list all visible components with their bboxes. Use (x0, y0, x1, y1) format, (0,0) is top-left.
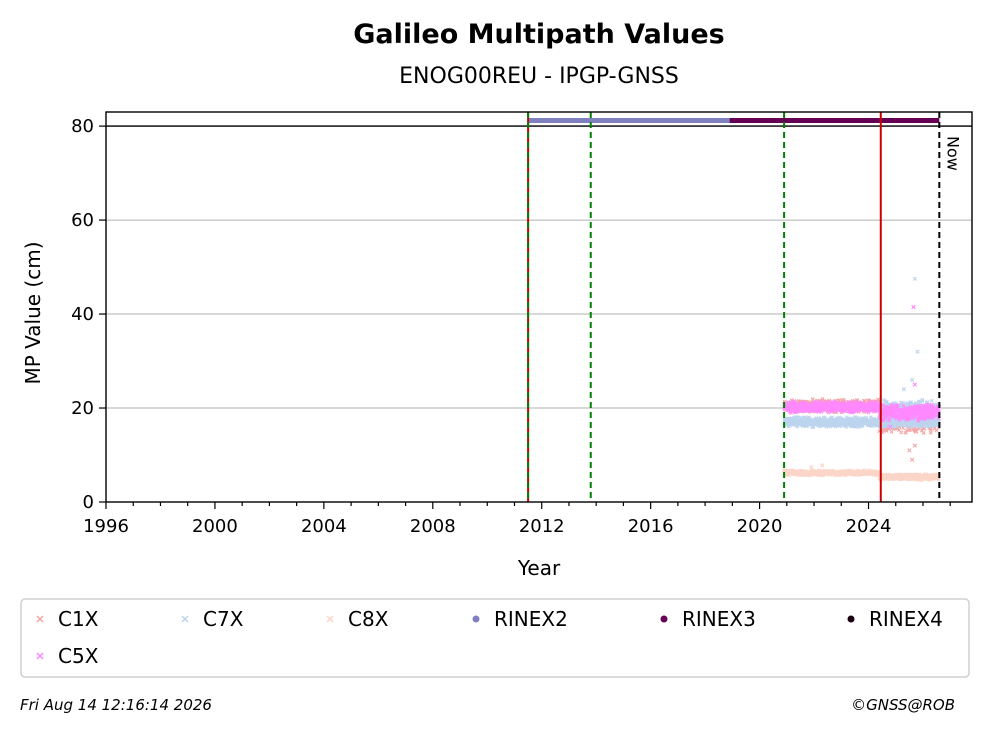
data-point (911, 416, 916, 421)
y-tick-label: 60 (71, 210, 94, 231)
data-point (795, 424, 800, 429)
data-point (895, 403, 899, 408)
x-tick-label: 2004 (301, 516, 347, 537)
data-point (912, 443, 917, 448)
legend-label: RINEX4 (869, 607, 943, 631)
chart-title: Galileo Multipath Values (353, 19, 725, 50)
y-tick-label: 80 (71, 116, 94, 137)
data-point (899, 430, 904, 435)
data-point (856, 425, 861, 430)
data-point (911, 304, 916, 310)
x-tick-label: 1996 (83, 516, 129, 537)
data-point (929, 398, 934, 403)
legend: C1X C7X C8X RINEX2 RINEX3 RINEX4 C5X (20, 598, 970, 678)
y-axis-label: MP Value (cm) (21, 241, 45, 384)
data-point (866, 410, 871, 415)
data-point (833, 408, 838, 413)
legend-marker (660, 615, 668, 623)
legend-label: RINEX2 (494, 607, 568, 631)
data-point (889, 429, 894, 434)
data-point (901, 387, 907, 392)
legend-label: C7X (203, 607, 244, 631)
y-tick-label: 20 (71, 398, 94, 419)
now-label: Now (943, 136, 962, 171)
legend-label: C1X (58, 607, 99, 631)
data-point (913, 429, 919, 434)
x-tick-label: 2008 (410, 516, 456, 537)
data-point (909, 377, 915, 383)
data-point (909, 457, 915, 462)
data-point (809, 465, 814, 470)
data-point (904, 411, 909, 416)
data-point (860, 423, 865, 428)
data-point (888, 424, 893, 430)
legend-box (20, 598, 970, 678)
data-point (901, 403, 906, 408)
data-point (920, 399, 925, 404)
x-tick-label: 2024 (846, 516, 892, 537)
footer-credit: ©GNSS@ROB (851, 696, 955, 714)
y-tick-label: 40 (71, 304, 94, 325)
data-point (895, 403, 900, 408)
data-point (884, 399, 889, 404)
data-point (915, 349, 920, 354)
data-point (820, 463, 825, 468)
legend-marker (326, 615, 334, 623)
data-point (912, 276, 917, 281)
data-point (930, 402, 935, 407)
data-point (925, 402, 930, 407)
data-point (913, 414, 918, 419)
plot-area: Now 1996 2000 2004 2008 2012 2016 2020 2024 0 20 40… (71, 111, 973, 537)
x-tick-label: 2000 (192, 516, 238, 537)
chart-subtitle: ENOG00REU - IPGP-GNSS (399, 64, 679, 89)
data-point (928, 430, 933, 435)
data-point (912, 382, 917, 387)
x-tick-label: 2012 (519, 516, 565, 537)
plot-frame (105, 111, 973, 503)
legend-marker (36, 615, 44, 623)
data-point (903, 430, 908, 435)
legend-label: C8X (348, 607, 389, 631)
legend-marker (472, 615, 480, 623)
legend-marker (181, 615, 189, 623)
legend-marker (36, 652, 44, 660)
data-point (908, 427, 913, 432)
x-axis-label: Year (517, 556, 561, 580)
footer-timestamp: Fri Aug 14 12:16:14 2026 (20, 696, 212, 714)
legend-marker (847, 615, 855, 623)
x-tick-label: 2020 (737, 516, 783, 537)
data-point (907, 448, 912, 453)
legend-label: RINEX3 (682, 607, 756, 631)
data-point (914, 400, 919, 405)
x-tick-label: 2016 (628, 516, 674, 537)
y-tick-label: 0 (83, 492, 94, 513)
legend-label: C5X (58, 644, 99, 668)
data-point (921, 430, 926, 435)
